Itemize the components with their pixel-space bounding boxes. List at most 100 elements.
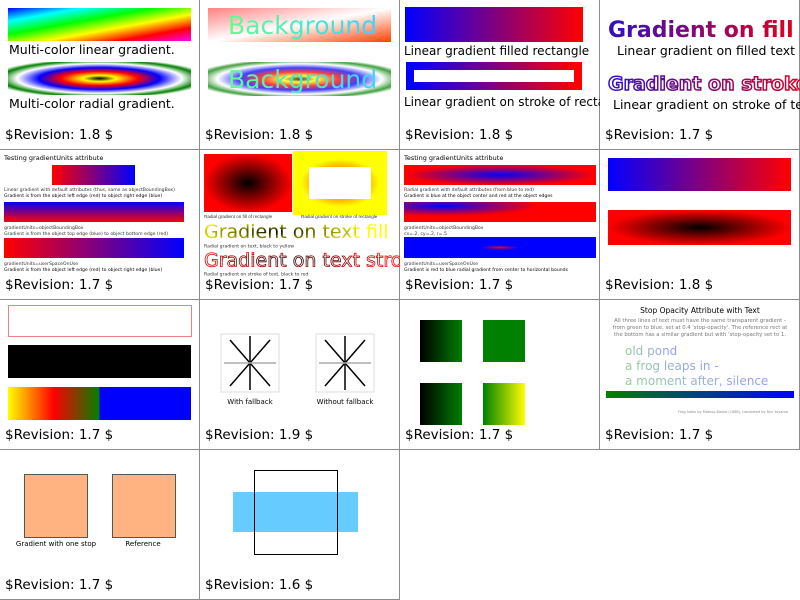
haiku-line: old pond: [625, 344, 677, 358]
test-cell-squares: $Revision: 1.7 $: [400, 300, 600, 450]
test-cell-gradient-text: Gradient on fill Linear gradient on fill…: [600, 0, 800, 150]
empty-rect: [8, 305, 192, 337]
haiku-line: a frog leaps in -: [625, 359, 719, 373]
gradient-text: Background: [228, 11, 377, 40]
gradient-square: [24, 474, 88, 538]
revision-label: $Revision: 1.7 $: [605, 127, 714, 143]
gradient-rect: [208, 8, 391, 42]
revision-label: $Revision: 1.8 $: [205, 127, 314, 143]
revision-label: $Revision: 1.7 $: [405, 427, 514, 443]
revision-label: $Revision: 1.7 $: [205, 277, 314, 293]
caption: With fallback: [227, 398, 273, 406]
caption: Radial gradient on stroke of text, black…: [204, 272, 308, 278]
caption: Gradient is blue at the object center an…: [404, 193, 553, 199]
blue-rect: [233, 492, 358, 532]
caption: Multi-color radial gradient.: [9, 96, 175, 111]
caption: Linear gradient filled rectangle: [404, 44, 589, 58]
test-cell-linear-gradientunits: Testing gradientUnits attribute Linear g…: [0, 150, 200, 300]
caption: Gradient is from the object left edge (r…: [4, 193, 162, 199]
test-cell-background-text: Background Background $Revision: 1.8 $: [200, 0, 400, 150]
star-with-fallback: [220, 333, 280, 393]
caption: Radial gradient on fill of rectangle: [204, 214, 273, 219]
haiku-line: a moment after, silence: [625, 374, 768, 388]
caption: cx=.2, cy=.2, r=.5: [404, 231, 447, 237]
gradient-rect: [4, 238, 184, 258]
caption: Radial gradient on text, black to yellow: [204, 244, 294, 250]
caption: gradientUnits=userSpaceOnUse: [4, 261, 78, 267]
radial-fill-rect: [204, 154, 292, 212]
caption: gradientUnits=objectBoundingBox: [404, 225, 484, 231]
gradient-fill-text: Gradient on text fill: [204, 221, 389, 243]
description: from green to blue, set at 0.4 'stop-opa…: [613, 325, 788, 331]
revision-label: $Revision: 1.8 $: [5, 127, 114, 143]
test-cell-fallback: With fallback Without fallback $Revision…: [200, 300, 400, 450]
gradient-stroke-text: Gradient on text stroke: [204, 250, 400, 272]
revision-label: $Revision: 1.7 $: [405, 277, 514, 293]
caption: gradientUnits=objectBoundingBox: [4, 225, 84, 231]
gradient-rect: [404, 165, 596, 185]
test-cell-stop-opacity: Stop Opacity Attribute with Text All thr…: [600, 300, 800, 450]
caption: Gradient is from the object left edge (r…: [4, 267, 162, 273]
gradient-rect: [8, 387, 191, 420]
caption: Linear gradient with default attributes …: [4, 187, 175, 193]
gradient-text: Background: [228, 65, 377, 94]
caption: Reference: [125, 540, 160, 548]
revision-label: $Revision: 1.8 $: [605, 277, 714, 293]
test-cell-linear-rect: Linear gradient filled rectangle Linear …: [400, 0, 600, 150]
caption: Gradient with one stop: [16, 540, 97, 548]
caption: gradientUnits=userSpaceOnUse: [404, 261, 478, 267]
outline-square: [254, 470, 338, 555]
heading: Testing gradientUnits attribute: [403, 154, 503, 162]
radial-rect: [608, 210, 791, 245]
stroked-rect: [406, 62, 582, 90]
gradient-rect: [404, 202, 596, 222]
revision-label: $Revision: 1.7 $: [5, 427, 114, 443]
description: All three lines of text must have the sa…: [614, 318, 786, 324]
gradient-rect: [404, 237, 596, 258]
caption: Without fallback: [317, 398, 375, 406]
caption: Linear gradient on stroke of rectangle: [404, 95, 600, 109]
radial-rect: [208, 62, 391, 96]
black-rect: [8, 345, 191, 378]
caption: Linear gradient on stroke of text: [613, 97, 800, 112]
gradient-square: [420, 383, 462, 425]
test-cell-overlap: $Revision: 1.6 $: [200, 450, 400, 600]
gradient-rect: [4, 202, 184, 222]
revision-label: $Revision: 1.7 $: [5, 277, 114, 293]
gradient-square: [483, 383, 525, 425]
test-cell-stops: $Revision: 1.7 $: [0, 300, 200, 450]
green-square: [483, 320, 525, 362]
radial-stroke-rect: [293, 151, 387, 215]
caption: Multi-color linear gradient.: [9, 42, 175, 57]
description: the bottom has a similar gradient but wi…: [614, 332, 786, 338]
revision-label: $Revision: 1.8 $: [405, 127, 514, 143]
radial-gradient-rect: [8, 62, 191, 95]
heading: Stop Opacity Attribute with Text: [640, 306, 760, 315]
caption: Radial gradient with default attributes …: [404, 187, 534, 193]
revision-label: $Revision: 1.6 $: [205, 577, 314, 593]
credit: Frog haiku by Matsuo Basho (1686), trans…: [678, 410, 788, 414]
test-cell-one-stop: Gradient with one stop Reference $Revisi…: [0, 450, 200, 600]
revision-label: $Revision: 1.9 $: [205, 427, 314, 443]
star-without-fallback: [315, 333, 375, 393]
reference-rect: [606, 391, 794, 398]
gradient-fill-text: Gradient on fill: [608, 18, 794, 43]
test-cell-radial-gradientunits: Testing gradientUnits attribute Radial g…: [400, 150, 600, 300]
test-cell-gradient-rects: $Revision: 1.8 $: [600, 150, 800, 300]
heading: Testing gradientUnits attribute: [3, 154, 103, 162]
gradient-square: [420, 320, 462, 362]
test-cell-radial-text: Radial gradient on fill of rectangle Rad…: [200, 150, 400, 300]
reference-square: [112, 474, 176, 538]
revision-label: $Revision: 1.7 $: [605, 427, 714, 443]
revision-label: $Revision: 1.7 $: [5, 577, 114, 593]
test-cell-multicolor-gradients: Multi-color linear gradient. Multi-color…: [0, 0, 200, 150]
linear-rect: [608, 158, 791, 191]
caption: Gradient is red to blue radial gradient …: [404, 267, 569, 273]
caption: Gradient is from the object top edge (bl…: [4, 231, 168, 237]
gradient-rect: [52, 165, 135, 185]
linear-gradient-rect: [8, 8, 191, 41]
caption: Radial gradient on stroke of rectangle: [301, 214, 378, 219]
filled-rect: [405, 7, 583, 42]
gradient-stroke-text: Gradient on stroke: [608, 73, 800, 95]
caption: Linear gradient on filled text: [617, 43, 795, 58]
